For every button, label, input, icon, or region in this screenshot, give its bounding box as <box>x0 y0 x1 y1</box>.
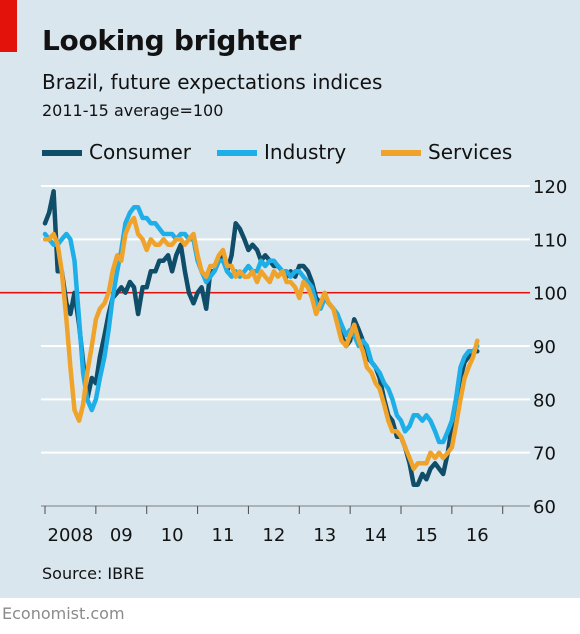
brand-label: Economist.com <box>2 604 125 623</box>
source-note: Source: IBRE <box>42 564 145 583</box>
y-tick-label-90: 90 <box>533 337 556 358</box>
x-tick-label-14: 14 <box>364 525 387 546</box>
y-tick-label-100: 100 <box>533 284 567 305</box>
legend-label-consumer: Consumer <box>89 140 191 164</box>
x-tick-label-2008: 2008 <box>48 525 94 546</box>
x-tick-label-10: 10 <box>161 525 184 546</box>
y-tick-label-110: 110 <box>533 230 567 251</box>
legend-swatch-services <box>381 150 421 156</box>
y-tick-label-60: 60 <box>533 497 556 518</box>
legend-swatch-consumer <box>42 150 82 156</box>
series-line-consumer <box>42 189 480 487</box>
y-tick-label-80: 80 <box>533 390 556 411</box>
chart-title: Looking brighter <box>42 24 302 57</box>
y-tick-label-120: 120 <box>533 177 567 198</box>
series-line-industry <box>42 205 480 445</box>
legend-swatch-industry <box>217 150 257 156</box>
line-chart: 60 70 80 90 100 110 120 2008 09 10 11 12 13 14 15 16 <box>0 177 567 546</box>
chart-panel <box>0 0 580 598</box>
series-line-services <box>42 215 480 471</box>
x-tick-label-11: 11 <box>212 525 235 546</box>
chart-unit-note: 2011-15 average=100 <box>42 101 224 120</box>
x-tick-label-16: 16 <box>466 525 489 546</box>
x-tick-label-12: 12 <box>262 525 285 546</box>
x-tick-label-13: 13 <box>313 525 336 546</box>
legend-label-industry: Industry <box>264 140 347 164</box>
brand-red-tag <box>0 0 17 52</box>
legend-label-services: Services <box>428 140 513 164</box>
x-tick-label-15: 15 <box>415 525 438 546</box>
chart-subtitle: Brazil, future expectations indices <box>42 70 383 94</box>
y-tick-label-70: 70 <box>533 444 556 465</box>
x-tick-label-09: 09 <box>110 525 133 546</box>
